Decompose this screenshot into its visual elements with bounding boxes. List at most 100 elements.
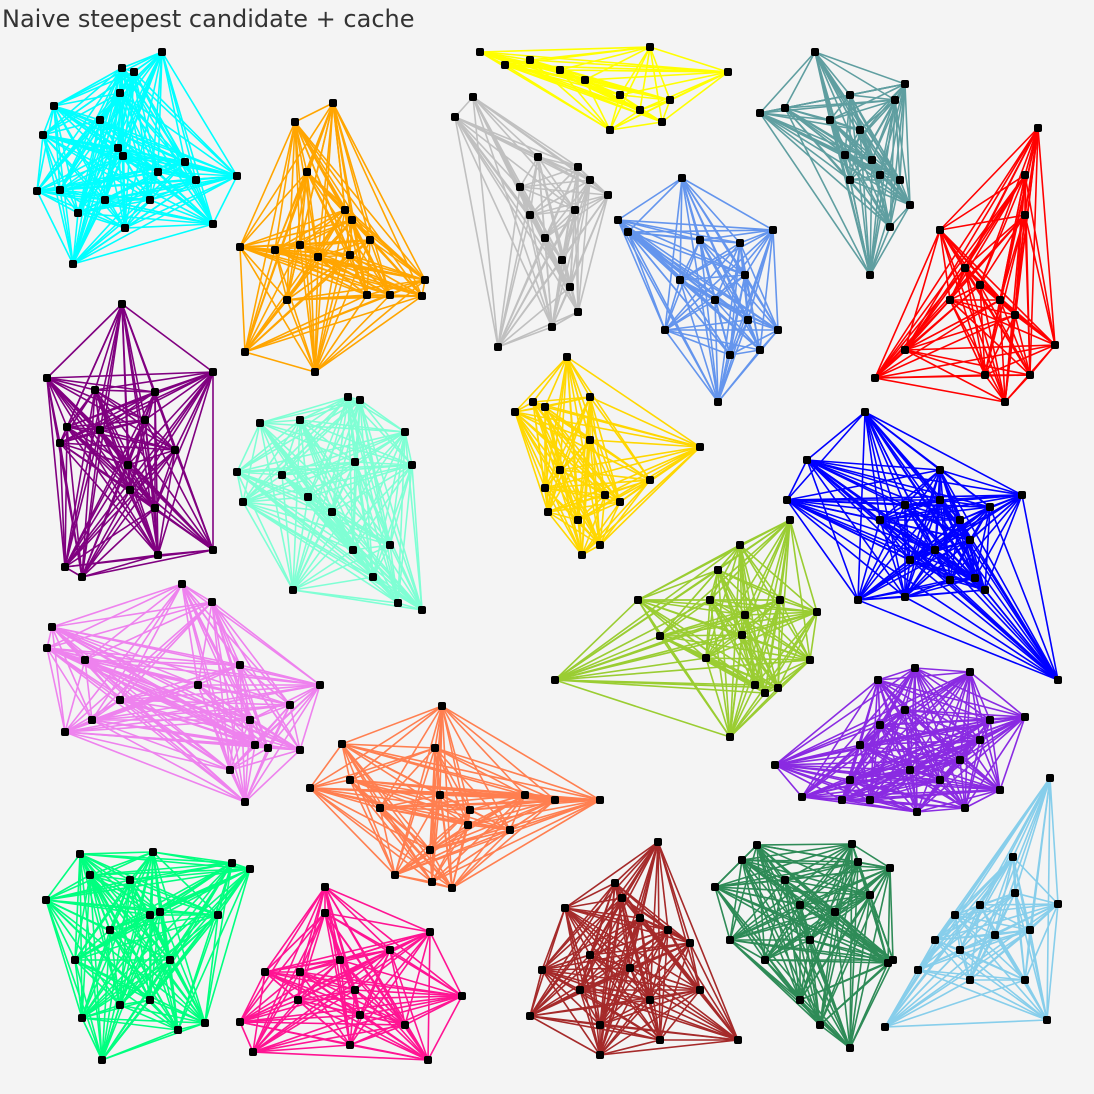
edge <box>559 69 671 101</box>
edge <box>741 859 859 863</box>
edge <box>149 161 186 201</box>
edge <box>979 127 1039 286</box>
cluster-seagreen-nodes <box>711 840 897 1052</box>
edge <box>359 399 374 578</box>
node <box>961 264 969 272</box>
node <box>618 894 626 902</box>
edge <box>909 559 1059 681</box>
edge <box>42 134 74 265</box>
edge <box>969 506 991 541</box>
edge <box>79 853 103 1061</box>
node <box>424 1056 432 1064</box>
edge <box>609 121 663 131</box>
edge <box>236 471 309 498</box>
node <box>376 804 384 812</box>
edge <box>299 912 326 973</box>
edge <box>36 190 74 265</box>
edge <box>169 959 179 1031</box>
edge <box>309 787 441 796</box>
edge <box>299 419 333 513</box>
edge <box>314 294 368 373</box>
edge <box>299 971 361 1016</box>
edge <box>777 611 818 689</box>
edge <box>99 391 156 431</box>
edge <box>784 861 859 881</box>
node <box>776 596 784 604</box>
edge <box>739 519 791 546</box>
edge <box>45 874 91 901</box>
edge <box>741 859 851 1049</box>
node <box>1009 853 1017 861</box>
edge <box>939 214 1026 231</box>
edge <box>969 929 1031 981</box>
edge <box>64 731 246 803</box>
edge <box>379 794 441 809</box>
edge <box>299 971 356 991</box>
node <box>1011 311 1019 319</box>
node <box>69 260 77 268</box>
edge <box>849 894 871 1049</box>
edge <box>159 911 171 961</box>
edge <box>212 175 238 225</box>
node <box>854 596 862 604</box>
edge <box>786 411 866 501</box>
node <box>911 664 919 672</box>
edge <box>519 186 563 261</box>
cluster-deeppink-nodes <box>236 883 466 1064</box>
node <box>146 996 154 1004</box>
edge <box>344 209 371 241</box>
node <box>278 471 286 479</box>
edge <box>801 679 879 798</box>
node <box>761 956 769 964</box>
edge <box>314 256 319 373</box>
edge <box>999 716 1026 791</box>
edge <box>729 939 766 961</box>
edge <box>739 544 818 613</box>
edge <box>46 377 156 509</box>
edge <box>604 479 651 496</box>
edge <box>869 159 873 276</box>
edge <box>157 449 176 556</box>
node <box>48 623 56 631</box>
edge <box>784 879 836 913</box>
edge <box>211 601 321 686</box>
edge <box>94 389 131 491</box>
edge <box>519 186 531 216</box>
edge <box>1014 892 1048 1021</box>
edge <box>51 626 93 721</box>
edge <box>66 426 129 466</box>
node <box>306 784 314 792</box>
edge <box>259 422 309 498</box>
edge <box>99 371 214 431</box>
node <box>39 131 47 139</box>
edge <box>851 843 891 869</box>
node <box>130 68 138 76</box>
edge <box>239 959 341 1023</box>
edge <box>89 874 219 916</box>
edge <box>341 743 441 796</box>
node <box>961 804 969 812</box>
node <box>826 116 834 124</box>
edge <box>317 102 334 258</box>
edge <box>84 659 256 746</box>
node <box>42 896 50 904</box>
edge <box>74 929 111 961</box>
edge <box>589 954 661 1041</box>
node <box>43 644 51 652</box>
edge <box>119 699 251 721</box>
edge <box>559 69 729 73</box>
edge <box>244 295 423 353</box>
edge <box>389 544 399 604</box>
edge <box>639 46 651 111</box>
edge <box>359 399 413 466</box>
edge <box>46 377 176 451</box>
edge <box>144 371 214 421</box>
edge <box>877 679 981 741</box>
node <box>529 398 537 406</box>
edge <box>604 446 701 496</box>
edge <box>1024 214 1056 346</box>
edge <box>954 856 1014 916</box>
edge <box>589 439 651 481</box>
edge <box>195 179 214 225</box>
edge <box>964 719 991 809</box>
